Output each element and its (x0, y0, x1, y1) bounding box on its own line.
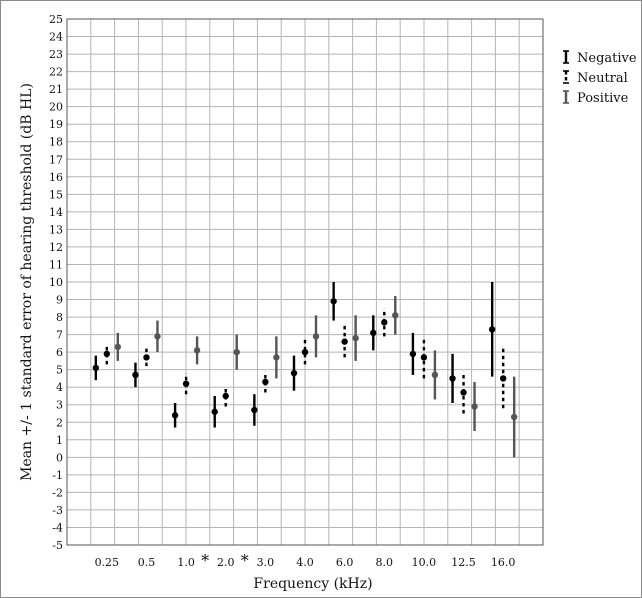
mean-point (312, 333, 320, 340)
mean-point (154, 333, 161, 340)
y-tick-label: 20 (49, 101, 63, 114)
y-tick-label: -5 (52, 539, 63, 552)
mean-point (510, 413, 518, 421)
y-tick-label: 19 (49, 118, 63, 131)
mean-point (290, 369, 298, 377)
series-neutral (103, 308, 507, 414)
y-tick-label: -3 (52, 504, 63, 517)
mean-point (330, 298, 337, 305)
y-tick-label: 18 (49, 136, 63, 149)
x-axis-ticks: 0.25 0.5 1.0 * 2.0 * 3.0 4.0 6.0 8.0 10.0 12.5 16.0 (95, 551, 516, 570)
y-axis-ticks: -5-4-3-2-1012345678910111213141516171819… (49, 13, 63, 552)
x-tick-label: 6.0 (336, 556, 354, 569)
mean-point (262, 378, 269, 386)
x-axis-label: Frequency (kHz) (253, 576, 372, 592)
mean-point (193, 347, 201, 354)
y-tick-label: 16 (49, 171, 63, 184)
y-tick-label: 10 (49, 276, 63, 289)
mean-point (392, 312, 399, 319)
y-tick-label: 3 (56, 399, 63, 412)
y-tick-label: 1 (56, 434, 63, 447)
significance-star: * (241, 551, 249, 570)
mean-point (114, 343, 122, 351)
x-tick-label: 3.0 (257, 556, 275, 569)
y-tick-label: 14 (49, 206, 63, 219)
legend: Negative Neutral Positive (563, 50, 637, 106)
legend-item-positive: Positive (563, 90, 629, 106)
legend-swatch (563, 70, 569, 84)
mean-point (471, 403, 478, 410)
mean-point (103, 350, 111, 358)
legend-item-neutral: Neutral (563, 70, 628, 86)
y-tick-label: 13 (49, 223, 63, 236)
data-layer (92, 282, 518, 458)
x-tick-label: 4.0 (296, 556, 314, 569)
legend-swatch (563, 50, 569, 64)
mean-point (222, 392, 229, 400)
y-tick-label: -4 (52, 521, 63, 534)
mean-point (431, 371, 439, 379)
y-tick-label: 2 (56, 416, 63, 429)
mean-point (171, 412, 179, 419)
significance-star: * (201, 551, 209, 570)
mean-point (211, 408, 218, 415)
y-tick-label: 25 (49, 13, 63, 26)
mean-point (341, 338, 348, 345)
series-positive (114, 296, 518, 458)
mean-point (182, 380, 190, 387)
x-tick-label: 8.0 (376, 556, 394, 569)
x-tick-label: 0.25 (95, 556, 120, 569)
mean-point (420, 354, 428, 361)
y-tick-label: 7 (56, 329, 63, 342)
legend-label: Positive (577, 91, 629, 106)
x-tick-label: 10.0 (412, 556, 437, 569)
mean-point (92, 364, 100, 372)
legend-swatch (563, 90, 569, 104)
y-tick-label: 12 (49, 241, 63, 254)
series-negative (92, 282, 496, 428)
plot-border (66, 18, 544, 546)
legend-label: Negative (577, 51, 637, 66)
mean-point (143, 354, 150, 361)
y-tick-label: -2 (52, 486, 63, 499)
x-tick-label: 12.5 (451, 556, 476, 569)
y-tick-label: 11 (49, 258, 63, 271)
y-tick-label: 9 (56, 294, 63, 307)
mean-point (370, 329, 377, 337)
y-tick-label: 17 (49, 153, 63, 166)
x-tick-label: 2.0 (217, 556, 235, 569)
y-tick-label: 21 (49, 83, 63, 96)
y-tick-label: 8 (56, 311, 63, 324)
y-tick-label: 22 (49, 66, 63, 79)
mean-point (352, 334, 359, 342)
mean-point (251, 406, 258, 414)
mean-point (499, 375, 507, 382)
y-tick-label: 6 (56, 346, 63, 359)
mean-point (409, 350, 417, 358)
y-tick-label: 24 (49, 31, 63, 44)
mean-point (488, 326, 496, 333)
y-tick-label: -1 (52, 469, 63, 482)
y-tick-label: 23 (49, 48, 63, 61)
mean-point (449, 375, 456, 382)
y-tick-label: 15 (49, 188, 63, 201)
y-tick-label: 4 (56, 381, 63, 394)
x-tick-label: 16.0 (491, 556, 516, 569)
mean-point (132, 371, 139, 379)
legend-item-negative: Negative (563, 50, 637, 66)
mean-point (381, 319, 388, 326)
x-tick-label: 0.5 (138, 556, 156, 569)
y-axis-label: Mean +/- 1 standard error of hearing thr… (19, 83, 35, 481)
mean-point (460, 389, 467, 396)
y-tick-label: 5 (56, 364, 63, 377)
x-tick-label: 1.0 (177, 556, 195, 569)
y-tick-label: 0 (56, 451, 63, 464)
mean-point (301, 348, 309, 356)
grid (67, 18, 543, 546)
legend-label: Neutral (577, 71, 628, 86)
mean-point (273, 354, 280, 361)
mean-point (233, 348, 240, 356)
